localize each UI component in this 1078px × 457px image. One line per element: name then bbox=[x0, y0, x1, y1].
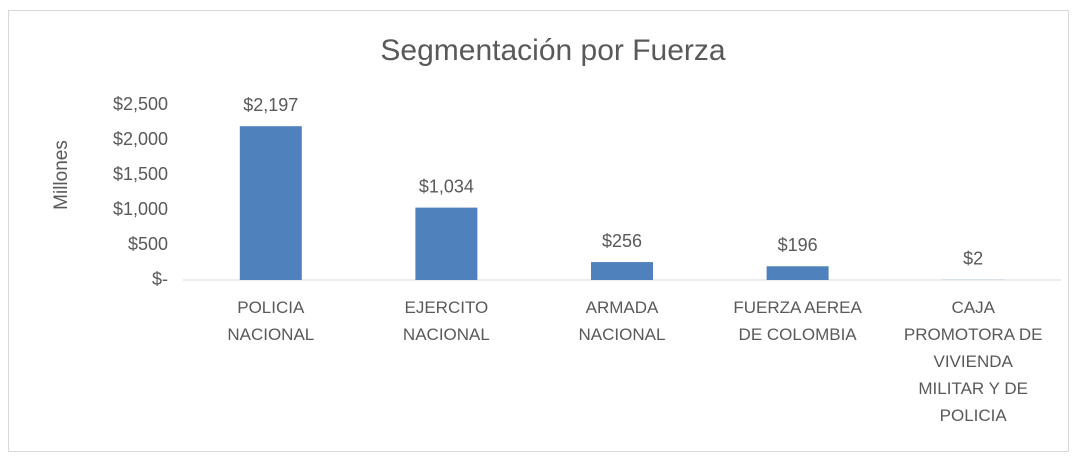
bar bbox=[415, 207, 478, 280]
chart-title: Segmentación por Fuerza bbox=[380, 34, 726, 67]
y-tick-label: $2,000 bbox=[113, 129, 168, 149]
bar bbox=[591, 262, 653, 280]
x-tick-label: POLICIA NACIONAL bbox=[227, 298, 315, 344]
data-label: $196 bbox=[778, 235, 818, 255]
y-tick-label: $500 bbox=[128, 234, 168, 254]
data-label: $1,034 bbox=[419, 176, 474, 196]
bar bbox=[766, 266, 829, 280]
y-tick-label: $1,500 bbox=[113, 164, 168, 184]
x-tick-label: FUERZA AEREA DE COLOMBIA bbox=[733, 298, 862, 344]
x-tick-label: ARMADA NACIONAL bbox=[578, 298, 666, 344]
bar bbox=[239, 126, 302, 281]
y-axis-label: Millones bbox=[51, 140, 72, 210]
y-tick-label: $2,500 bbox=[113, 94, 168, 114]
x-tick-label: EJERCITO NACIONAL bbox=[402, 298, 490, 344]
y-tick-label: $- bbox=[152, 269, 168, 289]
data-label: $256 bbox=[602, 231, 642, 251]
data-label: $2 bbox=[963, 249, 983, 269]
chart-border bbox=[8, 10, 1069, 452]
x-tick-label: CAJA PROMOTORA DE VIVIENDA MILITAR Y DE … bbox=[903, 298, 1043, 425]
data-label: $2,197 bbox=[243, 95, 298, 115]
y-tick-label: $1,000 bbox=[113, 199, 168, 219]
